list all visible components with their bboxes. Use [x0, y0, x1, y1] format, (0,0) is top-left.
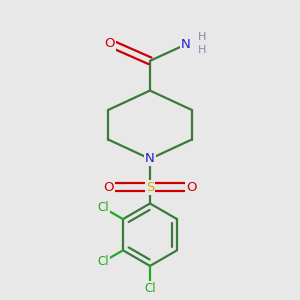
Text: H: H [198, 32, 206, 42]
Text: N: N [181, 38, 190, 51]
Text: Cl: Cl [98, 202, 109, 214]
Text: O: O [105, 37, 115, 50]
Text: O: O [103, 181, 114, 194]
Text: S: S [146, 181, 154, 194]
Text: Cl: Cl [98, 255, 109, 268]
Text: H: H [198, 45, 206, 56]
Text: N: N [145, 152, 155, 165]
Text: O: O [186, 181, 197, 194]
Text: Cl: Cl [144, 282, 156, 295]
